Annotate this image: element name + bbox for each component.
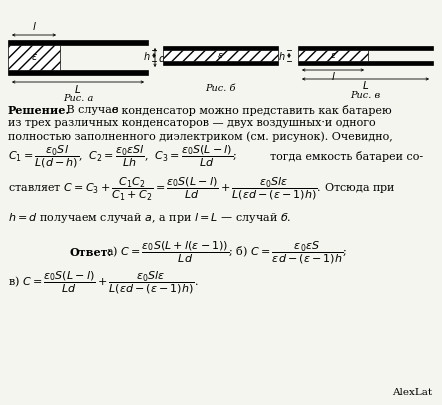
Text: $\varepsilon$: $\varepsilon$ — [217, 51, 224, 60]
Text: $L$: $L$ — [74, 83, 82, 95]
Bar — [163, 61, 278, 65]
Text: $L$: $L$ — [362, 79, 369, 91]
Text: в: в — [112, 105, 118, 115]
Text: $C_1 = \dfrac{\varepsilon_0 Sl}{L(d-h)}$, $\;C_2 = \dfrac{\varepsilon_0\varepsil: $C_1 = \dfrac{\varepsilon_0 Sl}{L(d-h)}$… — [8, 144, 237, 170]
Text: Рис. б: Рис. б — [205, 84, 236, 93]
Text: $\varepsilon$: $\varepsilon$ — [330, 51, 336, 60]
Text: конденсатор можно представить как батарею: конденсатор можно представить как батаре… — [118, 105, 392, 116]
Bar — [8, 45, 60, 70]
Text: $l$: $l$ — [331, 70, 335, 82]
Bar — [163, 50, 278, 61]
Bar — [8, 40, 148, 45]
Text: Ответ:: Ответ: — [70, 247, 113, 258]
Bar — [298, 61, 433, 65]
Text: Решение.: Решение. — [8, 105, 70, 116]
Text: $h$: $h$ — [144, 49, 151, 62]
Text: тогда емкость батареи со-: тогда емкость батареи со- — [270, 151, 423, 162]
Text: ставляет $C = C_3 + \dfrac{C_1 C_2}{C_1+C_2} = \dfrac{\varepsilon_0 S(L-l)}{Ld} : ставляет $C = C_3 + \dfrac{C_1 C_2}{C_1+… — [8, 175, 396, 202]
Text: а) $C = \dfrac{\varepsilon_0 S(L+l(\varepsilon-1))}{Ld}$; б) $C = \dfrac{\vareps: а) $C = \dfrac{\varepsilon_0 S(L+l(\vare… — [106, 240, 347, 266]
Text: $h$: $h$ — [278, 49, 286, 62]
Text: $d$: $d$ — [158, 51, 167, 64]
Text: $l$: $l$ — [31, 20, 36, 32]
Bar — [163, 46, 278, 50]
Text: полностью заполненного диэлектриком (см. рисунок). Очевидно,: полностью заполненного диэлектриком (см.… — [8, 131, 393, 142]
Text: в) $C = \dfrac{\varepsilon_0 S(L-l)}{Ld} + \dfrac{\varepsilon_0 Sl\varepsilon}{L: в) $C = \dfrac{\varepsilon_0 S(L-l)}{Ld}… — [8, 270, 198, 296]
Text: В случае: В случае — [63, 105, 122, 115]
Text: из трех различных конденсаторов — двух воздушных·и одного: из трех различных конденсаторов — двух в… — [8, 118, 376, 128]
Text: $h=d$ получаем случай $а$, а при $l=L$ — случай $б$.: $h=d$ получаем случай $а$, а при $l=L$ —… — [8, 211, 291, 225]
Text: $\varepsilon$: $\varepsilon$ — [30, 53, 38, 62]
Text: Рис. в: Рис. в — [351, 91, 381, 100]
Text: Рис. а: Рис. а — [63, 94, 93, 103]
Bar — [8, 70, 148, 75]
Bar — [298, 46, 433, 50]
Text: AlexLat: AlexLat — [392, 388, 432, 397]
Bar — [298, 50, 368, 61]
